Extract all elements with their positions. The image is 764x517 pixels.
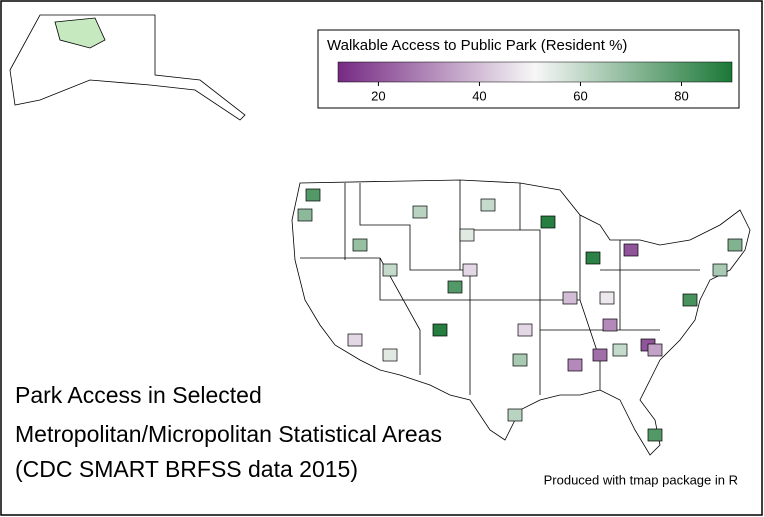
metro-area [352, 238, 368, 252]
metro-area [382, 263, 398, 277]
metro-area [712, 263, 728, 277]
metro-area [623, 243, 639, 257]
metro-areas [297, 188, 743, 442]
metro-area [305, 188, 321, 202]
credit: Produced with tmap package in R [544, 472, 738, 487]
legend-title: Walkable Access to Public Park (Resident… [327, 37, 627, 54]
metro-area [647, 428, 663, 442]
title-line: (CDC SMART BRFSS data 2015) [15, 456, 358, 482]
metro-area [602, 318, 618, 332]
metro-area [432, 323, 448, 337]
metro-area [459, 228, 475, 242]
metro-area [382, 348, 398, 362]
legend-tick-label: 80 [674, 88, 688, 103]
legend-tick-label: 60 [573, 88, 587, 103]
metro-area [517, 323, 533, 337]
metro-area [585, 251, 601, 265]
metro-area [647, 343, 663, 357]
metro-area [507, 408, 523, 422]
metro-area [540, 215, 556, 229]
metro-area [612, 343, 628, 357]
metro-area [347, 333, 363, 347]
metro-area [297, 208, 313, 222]
metro-area [599, 291, 615, 305]
metro-area [462, 263, 478, 277]
metro-area [447, 280, 463, 294]
title-line: Park Access in Selected [15, 382, 262, 408]
metro-area [592, 348, 608, 362]
metro-area [412, 205, 428, 219]
metro-area [682, 293, 698, 307]
title-line: Metropolitan/Micropolitan Statistical Ar… [15, 421, 442, 447]
metro-area [480, 198, 496, 212]
legend-tick-label: 40 [472, 88, 486, 103]
metro-area [562, 291, 578, 305]
metro-area [727, 238, 743, 252]
metro-area [567, 358, 583, 372]
color-bar [337, 61, 733, 83]
metro-area [512, 353, 528, 367]
legend-tick-label: 20 [371, 88, 385, 103]
